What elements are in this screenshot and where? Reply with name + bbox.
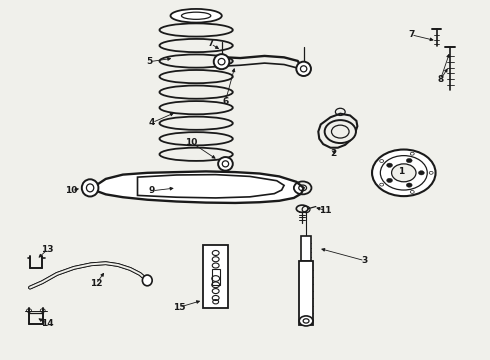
Circle shape: [325, 120, 356, 143]
Text: 10: 10: [185, 138, 197, 147]
Ellipse shape: [218, 157, 233, 171]
Text: 11: 11: [319, 206, 332, 215]
Text: 3: 3: [362, 256, 368, 265]
Ellipse shape: [171, 9, 222, 23]
Text: 9: 9: [149, 186, 155, 195]
Circle shape: [387, 163, 392, 167]
Bar: [203, 246, 228, 308]
Text: 5: 5: [147, 57, 153, 66]
Text: 12: 12: [90, 279, 102, 288]
Text: 6: 6: [222, 96, 228, 105]
Bar: [301, 235, 311, 261]
Text: 7: 7: [208, 39, 214, 48]
Text: 4: 4: [149, 118, 155, 127]
Ellipse shape: [82, 179, 98, 197]
Ellipse shape: [214, 54, 229, 69]
Text: 15: 15: [173, 303, 185, 312]
Text: 13: 13: [41, 246, 53, 255]
Ellipse shape: [143, 275, 152, 286]
Circle shape: [418, 171, 424, 175]
Polygon shape: [96, 171, 304, 203]
Bar: [212, 269, 220, 285]
Ellipse shape: [296, 62, 311, 76]
Circle shape: [387, 178, 392, 183]
Circle shape: [372, 149, 436, 196]
Text: 7: 7: [408, 30, 415, 39]
Bar: [299, 261, 313, 325]
Text: 14: 14: [41, 319, 53, 328]
Text: 10: 10: [65, 186, 78, 195]
Circle shape: [392, 164, 416, 182]
Circle shape: [299, 316, 313, 326]
Text: 1: 1: [398, 167, 404, 176]
Circle shape: [406, 158, 412, 163]
Circle shape: [406, 183, 412, 187]
Text: 8: 8: [437, 75, 443, 84]
Text: 2: 2: [330, 149, 336, 158]
